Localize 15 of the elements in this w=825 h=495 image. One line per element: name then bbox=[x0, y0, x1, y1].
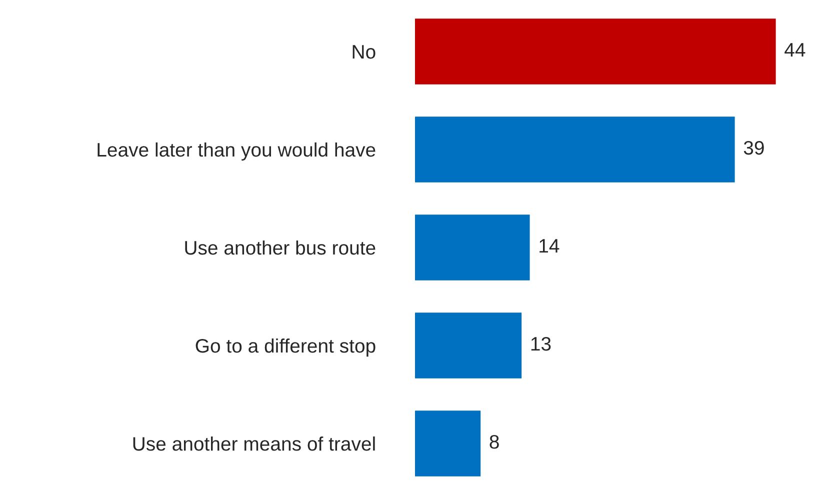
data-label: 8 bbox=[490, 434, 499, 449]
data-label: 39 bbox=[744, 140, 764, 155]
bar bbox=[414, 116, 735, 182]
bar bbox=[414, 312, 522, 378]
y-tick-label: Use another means of travel bbox=[133, 436, 375, 451]
y-tick-label: Go to a different stop bbox=[196, 338, 376, 357]
data-label: 44 bbox=[784, 43, 806, 57]
y-tick-label: No bbox=[352, 45, 376, 59]
data-label: 14 bbox=[540, 239, 560, 253]
data-label: 13 bbox=[531, 336, 551, 351]
bar bbox=[414, 18, 776, 84]
y-tick-label: Use another bus route bbox=[185, 240, 376, 255]
bar bbox=[414, 214, 530, 280]
y-tick-label: Leave later than you would have bbox=[98, 142, 376, 161]
bar bbox=[414, 410, 481, 476]
